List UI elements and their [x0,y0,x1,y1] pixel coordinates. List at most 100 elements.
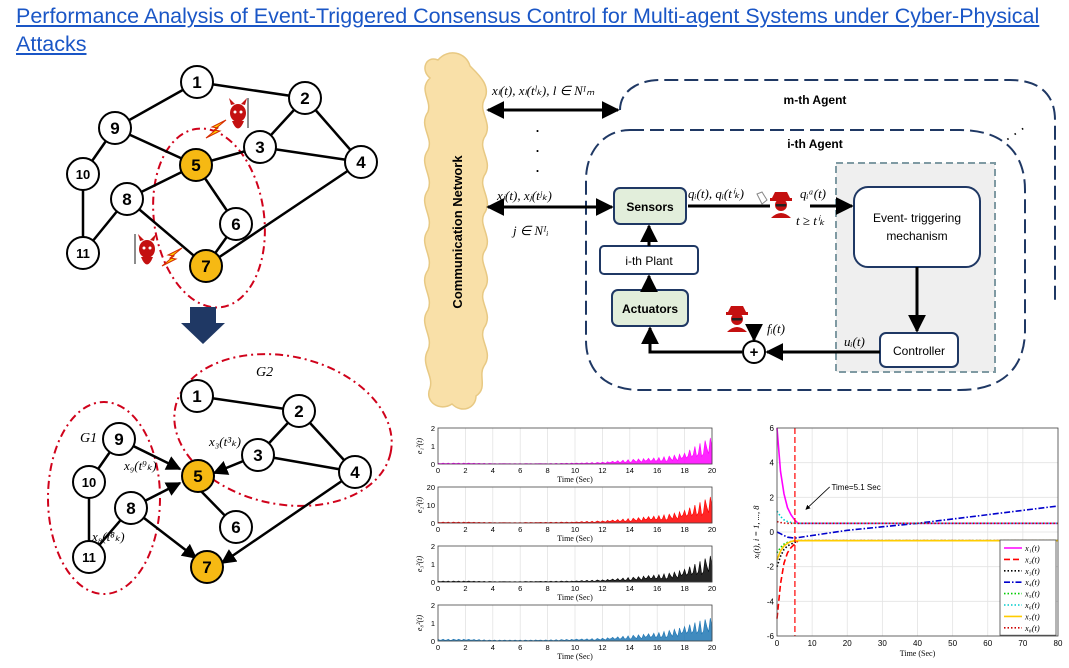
ellipsis-dots: . . . [999,118,1027,145]
svg-text:5: 5 [191,156,200,175]
x-tick-label: 14 [626,525,634,534]
x-tick-label: 16 [653,643,661,652]
sensors-label: Sensors [626,200,674,214]
y-tick-label: 0 [770,528,775,537]
x-tick-label: 6 [518,643,522,652]
legend-label: x₇(t) [1024,611,1040,621]
legend-label: x₄(t) [1024,577,1040,587]
svg-text:2: 2 [294,402,303,421]
x-tick-label: 20 [708,466,716,475]
svg-text:1: 1 [192,387,201,406]
block-diagram: Communication Network m-th Agent . . . i… [423,52,1056,410]
svg-text:6: 6 [231,518,240,537]
x-tick-label: 6 [518,525,522,534]
x-tick-label: 30 [878,639,887,648]
svg-text:7: 7 [201,257,210,276]
block-arrows [486,101,926,361]
x-tick-label: 20 [708,525,716,534]
legend-label: x₂(t) [1024,554,1040,564]
bottom-network-graph: G1 G2 1 2 3 4 5 6 7 8 9 10 [47,353,393,595]
x-tick-label: 8 [546,643,550,652]
attacker-devil-icon [134,234,156,265]
actuators-label: Actuators [622,302,678,316]
x-tick-label: 8 [546,584,550,593]
bottom-graph-nodes: 1 2 3 4 5 6 7 8 9 10 11 [72,379,372,584]
node-4: 4 [344,145,378,179]
y-tick-label: -4 [767,597,775,606]
node-2: 2 [288,81,322,115]
annotation-arrow [805,486,830,510]
node-11: 11 [72,540,106,574]
legend-box [999,539,1057,636]
g1-outline [47,401,161,595]
edge-label-x8: x₈(t⁸ₖ) [91,529,125,544]
x-tick-label: 16 [653,525,661,534]
node-2: 2 [282,394,316,428]
node-5: 5 [179,148,213,182]
x-tick-label: 0 [436,525,440,534]
svg-text:3: 3 [255,138,264,157]
node-9: 9 [98,111,132,145]
y-tick-label: 2 [431,542,435,551]
y-tick-label: 2 [770,493,775,502]
m-agent-label: m-th Agent [784,93,847,107]
svg-text:11: 11 [76,246,90,261]
svg-text:3: 3 [253,446,262,465]
y-tick-label: 1 [431,619,435,628]
x-tick-label: 70 [1018,639,1027,648]
summing-junction: + [742,340,766,364]
svg-text:10: 10 [82,475,96,490]
plot-frame [776,427,1059,637]
x-tick-label: 8 [546,525,550,534]
y-tick-label: -2 [767,563,775,572]
svg-text:10: 10 [76,167,90,182]
hacker-icon [770,192,792,218]
x-tick-label: 0 [436,643,440,652]
bottom-graph-edges [87,394,356,565]
y-tick-label: 4 [770,459,775,468]
x-tick-label: 80 [1054,639,1063,648]
series-area [437,617,713,642]
top-graph-nodes: 1 2 3 4 5 6 7 8 9 10 11 [66,65,378,283]
x-tick-label: 18 [680,584,688,593]
error-chart-2: 0 2 4 6 8 10 12 14 16 18 20 0 10 20 Time (Sec) e₂²(t) [415,483,716,543]
x-axis-label: Time (Sec) [557,652,593,661]
x-tick-label: 0 [436,584,440,593]
svg-text:11: 11 [82,550,96,565]
x-tick-label: 20 [843,639,852,648]
y-tick-label: 0 [431,578,435,587]
node-4: 4 [338,455,372,489]
legend-label: x₅(t) [1024,589,1040,599]
plot-frame [437,486,713,524]
series-line [776,505,1059,539]
g1-label: G1 [80,431,97,446]
y-tick-label: 1 [431,560,435,569]
plot-frame [437,604,713,642]
y-tick-label: -6 [767,632,775,641]
lightning-bolt-icon [205,119,227,139]
node-6: 6 [219,510,253,544]
x-tick-label: 18 [680,643,688,652]
g2-outline [173,353,393,507]
x-axis-label: Time (Sec) [557,593,593,602]
x-tick-label: 4 [491,584,495,593]
q-label: qᵢ(t), qᵢ(tⁱₖ) [688,186,744,201]
x-tick-label: 0 [436,466,440,475]
t-condition-label: t ≥ tⁱₖ [796,213,825,228]
legend-label: x₆(t) [1024,600,1040,610]
node-11: 11 [66,236,100,270]
x-tick-label: 14 [626,466,634,475]
mid-link-label: xⱼ(t), xⱼ(tʲₖ) [496,188,552,203]
y-axis-label: xᵢ(t), i = 1, ..., 8 [751,505,761,560]
node-7: 7 [190,550,224,584]
legend-label: x₈(t) [1024,623,1040,633]
event-mechanism-block [853,186,981,268]
x-tick-label: 10 [571,525,579,534]
y-tick-label: 6 [770,424,775,433]
x-tick-label: 4 [491,643,495,652]
series-line [776,539,1058,567]
x-tick-label: 10 [808,639,817,648]
